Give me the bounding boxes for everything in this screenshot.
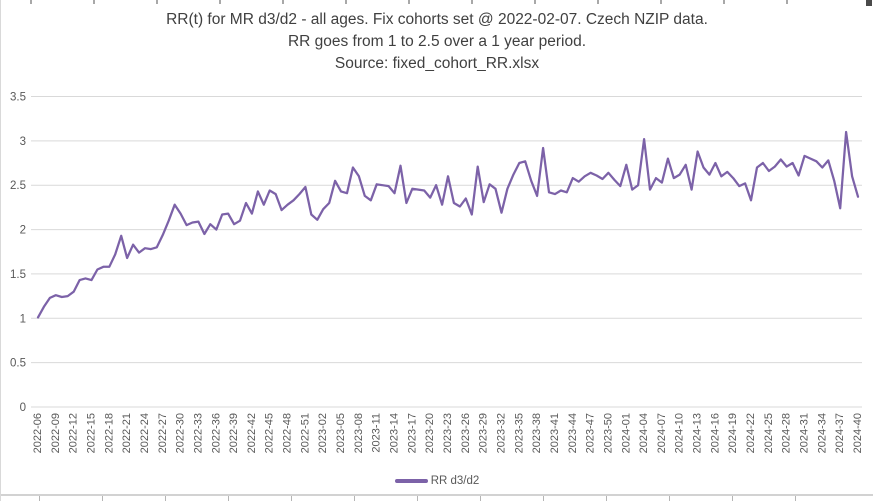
x-tick-label: 2024-40: [852, 413, 864, 453]
x-tick-label: 2023-02: [317, 413, 329, 453]
x-tick-label: 2023-29: [478, 413, 490, 453]
x-tick-label: 2023-14: [389, 413, 401, 453]
x-tick-label: 2024-07: [656, 413, 668, 453]
x-tick-label: 2023-38: [531, 413, 543, 453]
chart-title-line-2: RR goes from 1 to 2.5 over a 1 year peri…: [287, 33, 587, 50]
x-tick-label: 2022-06: [32, 413, 44, 453]
legend-line-swatch: [394, 479, 428, 483]
x-tick-label: 2022-42: [246, 413, 258, 453]
x-tick-label: 2022-45: [264, 413, 276, 453]
x-tick-label: 2022-30: [175, 413, 187, 453]
x-tick-label: 2023-32: [495, 413, 507, 453]
top-right-corner-mark: [866, 0, 872, 6]
chart-title-line-1: RR(t) for MR d3/d2 - all ages. Fix cohor…: [166, 11, 708, 28]
x-tick-label: 2023-11: [371, 413, 383, 453]
x-tick-label: 2024-13: [692, 413, 704, 453]
x-tick-label: 2023-20: [424, 413, 436, 453]
x-tick-label: 2023-08: [353, 413, 365, 453]
x-tick-label: 2024-34: [816, 413, 828, 453]
x-tick-label: 2023-50: [602, 413, 614, 453]
x-tick-label: 2022-12: [68, 413, 80, 453]
x-tick-label: 2022-39: [228, 413, 240, 453]
y-tick-label: 2.5: [10, 180, 26, 192]
x-tick-label: 2024-22: [745, 413, 757, 453]
spreadsheet-top-gridline-strip: [1, 0, 873, 4]
x-tick-label: 2023-47: [585, 413, 597, 453]
y-tick-label: 3.5: [10, 92, 26, 104]
chart-legend: RR d3/d2: [1, 475, 873, 487]
x-tick-label: 2024-28: [781, 413, 793, 453]
x-tick-label: 2022-36: [210, 413, 222, 453]
y-tick-label: 3: [20, 136, 26, 148]
x-tick-label: 2023-05: [335, 413, 347, 453]
x-tick-label: 2023-23: [442, 413, 454, 453]
x-tick-label: 2022-15: [85, 413, 97, 453]
x-tick-label: 2024-25: [763, 413, 775, 453]
chart-title: RR(t) for MR d3/d2 - all ages. Fix cohor…: [1, 9, 873, 75]
y-tick-label: 0: [20, 402, 26, 414]
x-tick-label: 2022-27: [157, 413, 169, 453]
x-tick-label: 2024-31: [799, 413, 811, 453]
x-tick-label: 2022-21: [121, 413, 133, 453]
x-tick-label: 2023-41: [549, 413, 561, 453]
x-tick-label: 2022-24: [139, 413, 151, 453]
legend-label: RR d3/d2: [430, 475, 480, 487]
x-tick-label: 2022-48: [282, 413, 294, 453]
x-tick-label: 2024-16: [709, 413, 721, 453]
x-tick-label: 2022-33: [192, 413, 204, 453]
x-tick-label: 2022-09: [50, 413, 62, 453]
x-tick-label: 2022-18: [103, 413, 115, 453]
x-tick-label: 2024-37: [834, 413, 846, 453]
x-tick-label: 2024-01: [620, 413, 632, 453]
x-tick-label: 2022-51: [299, 413, 311, 453]
x-tick-label: 2024-10: [674, 413, 686, 453]
rr-series-line: [36, 130, 860, 319]
y-tick-label: 2: [20, 225, 26, 237]
spreadsheet-bottom-gridline-strip: [1, 494, 873, 501]
x-tick-label: 2024-04: [638, 413, 650, 453]
x-tick-label: 2023-26: [460, 413, 472, 453]
y-tick-label: 0.5: [10, 358, 26, 370]
x-tick-label: 2023-17: [406, 413, 418, 453]
x-tick-label: 2024-19: [727, 413, 739, 453]
x-tick-label: 2023-35: [513, 413, 525, 453]
y-tick-label: 1: [20, 313, 26, 325]
chart-title-line-3: Source: fixed_cohort_RR.xlsx: [334, 55, 540, 72]
x-tick-label: 2023-44: [567, 413, 579, 453]
y-tick-label: 1.5: [10, 269, 26, 281]
